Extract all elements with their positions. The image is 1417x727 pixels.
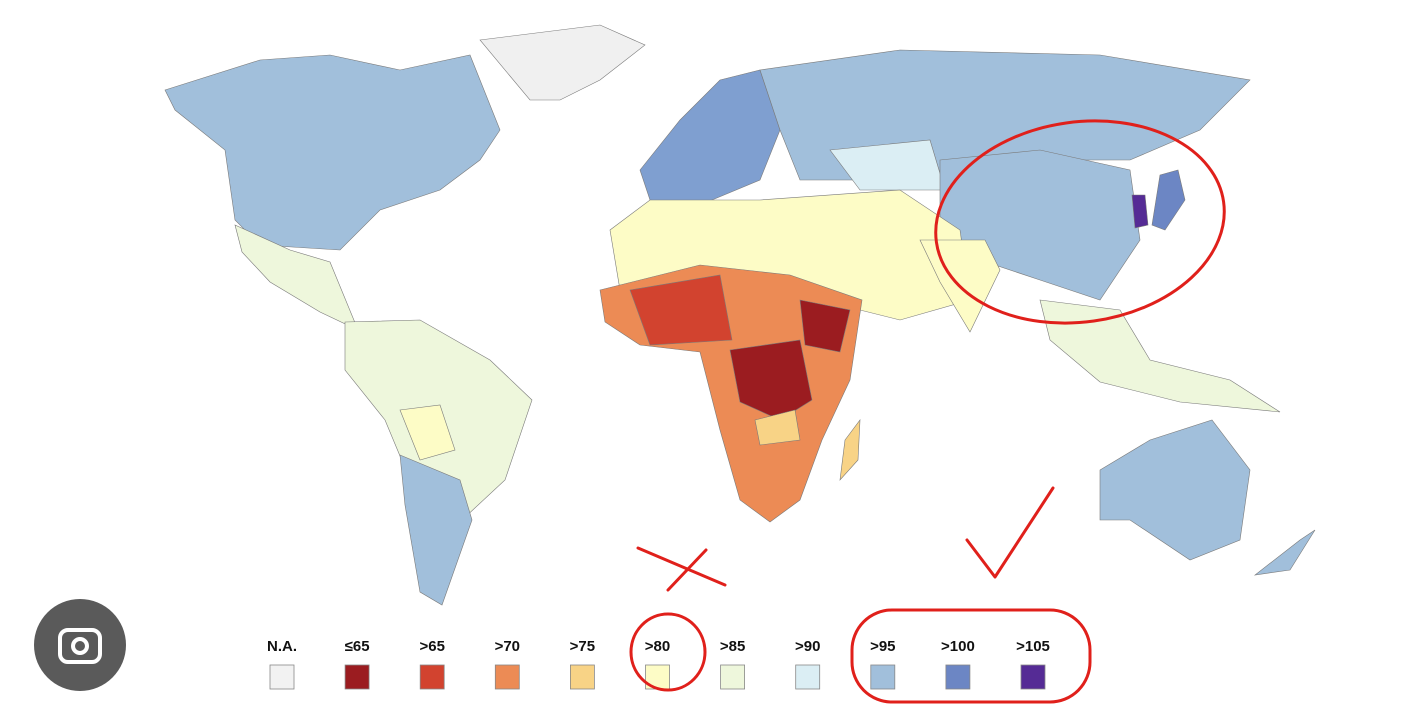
camera-lens (71, 637, 89, 655)
north-america (164, 54, 501, 251)
legend-swatch (720, 664, 745, 690)
madagascar (839, 419, 861, 481)
legend-label: >95 (870, 638, 895, 655)
legend-swatch (419, 664, 445, 690)
legend-swatch (344, 664, 370, 690)
legend-swatch (870, 664, 896, 690)
japan (1151, 169, 1186, 231)
legend-label: >65 (419, 638, 444, 655)
camera-button[interactable] (34, 599, 126, 691)
bolivia (399, 404, 456, 461)
legend-label: >85 (720, 638, 745, 655)
legend-swatch (570, 664, 595, 690)
legend-swatch (494, 664, 520, 690)
legend-label: >90 (795, 638, 820, 655)
legend: N.A. ≤65 >65 >70 >75 >80 >85 >90 >95 >100 >105 (267, 638, 1050, 690)
legend-label: >75 (570, 638, 595, 655)
legend-label: >80 (645, 638, 670, 655)
ethiopia (799, 299, 851, 353)
china-circle (934, 119, 1226, 325)
circle-80 (629, 612, 707, 692)
check-mark (965, 486, 1055, 579)
legend-swatch (269, 664, 295, 690)
camera-icon (58, 628, 102, 664)
legend-label: >70 (495, 638, 520, 655)
europe (639, 69, 781, 206)
world-map (164, 24, 1316, 606)
legend-label: >100 (941, 638, 975, 655)
korea (1131, 194, 1149, 229)
legend-swatch (1020, 664, 1046, 690)
southern-cone (399, 454, 473, 606)
legend-swatch (945, 664, 971, 690)
zambia (754, 409, 801, 446)
camera-icon-bg[interactable] (34, 599, 126, 691)
southeast-asia (1039, 299, 1281, 413)
greenland (479, 24, 646, 101)
annotations (629, 119, 1226, 704)
west-africa (629, 274, 733, 346)
cross-mark (636, 546, 727, 592)
central-africa (729, 339, 813, 421)
mexico-central-america (234, 224, 359, 331)
legend-label: N.A. (267, 638, 297, 655)
new-zealand (1253, 529, 1316, 576)
legend-label: >105 (1016, 638, 1050, 655)
legend-label: ≤65 (345, 638, 370, 655)
legend-swatch (795, 664, 821, 690)
australia (1099, 419, 1251, 561)
circle-95-105 (850, 608, 1092, 704)
